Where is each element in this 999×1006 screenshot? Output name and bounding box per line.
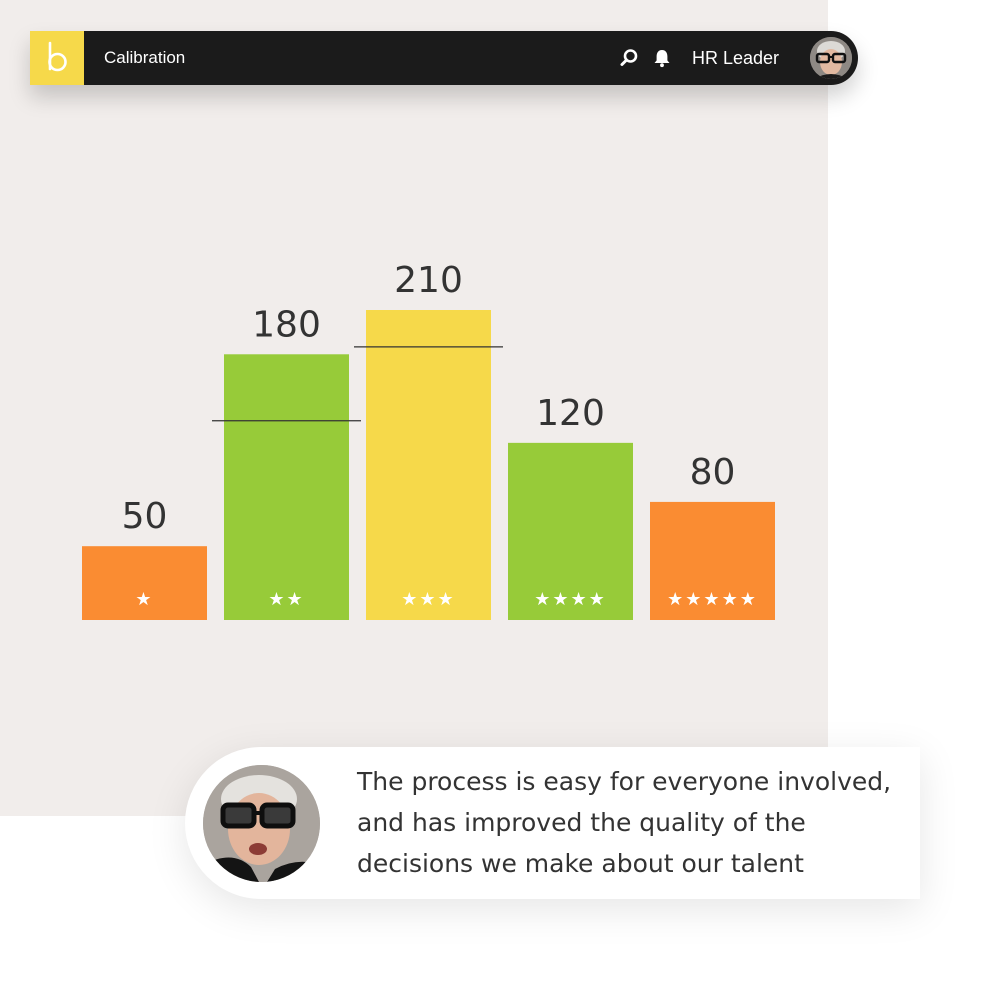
category-stars-2: ★★ bbox=[268, 589, 304, 610]
bar-value-label-1: 50 bbox=[122, 496, 168, 537]
testimonial-quote: The process is easy for everyone involve… bbox=[357, 767, 892, 878]
bar-value-label-4: 120 bbox=[536, 393, 605, 434]
bar-value-label-3: 210 bbox=[394, 260, 463, 301]
category-stars-3: ★★★ bbox=[401, 589, 455, 610]
bar-2 bbox=[224, 354, 349, 620]
category-stars-1: ★ bbox=[135, 589, 153, 610]
bar-value-label-5: 80 bbox=[690, 452, 736, 493]
user-name[interactable]: HR Leader bbox=[692, 48, 780, 68]
bar-5 bbox=[650, 501, 775, 620]
bar-value-label-2: 180 bbox=[252, 304, 321, 345]
bar-1 bbox=[82, 546, 207, 620]
brand-logo[interactable] bbox=[30, 31, 84, 85]
bar-3 bbox=[366, 310, 491, 620]
bar-4 bbox=[508, 442, 633, 620]
app-title: Calibration bbox=[104, 48, 186, 67]
logo-b-icon bbox=[48, 41, 67, 72]
testimonial-card: The process is easy for everyone involve… bbox=[185, 747, 920, 899]
category-stars-4: ★★★★ bbox=[534, 589, 607, 610]
category-stars-5: ★★★★★ bbox=[667, 589, 758, 610]
bell-icon[interactable] bbox=[652, 48, 672, 68]
testimonial-avatar bbox=[203, 765, 320, 882]
user-avatar[interactable] bbox=[810, 37, 852, 79]
top-navigation-bar: Calibration HR Leader bbox=[30, 31, 858, 85]
search-icon[interactable] bbox=[619, 48, 639, 68]
